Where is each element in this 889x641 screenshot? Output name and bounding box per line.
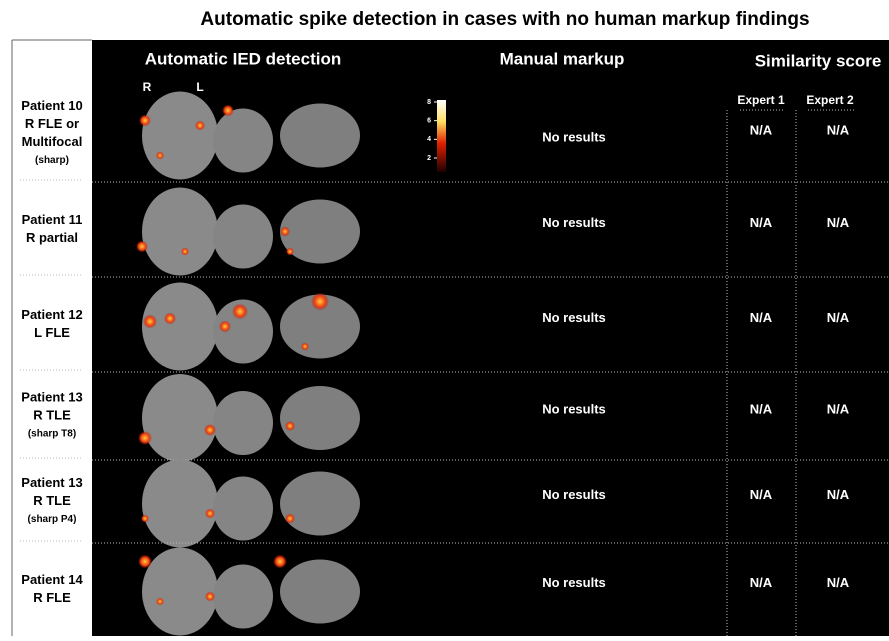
axial-slice <box>142 459 218 548</box>
manual-result: No results <box>542 215 606 230</box>
activation-blob <box>136 240 148 253</box>
manual-result: No results <box>542 575 606 590</box>
coronal-slice <box>213 108 273 173</box>
coronal-slice <box>213 476 273 541</box>
coronal-slice <box>213 391 273 455</box>
coronal-slice <box>213 564 273 629</box>
axial-slice <box>142 547 218 636</box>
activation-blob <box>273 554 287 569</box>
activation-blob <box>280 226 290 237</box>
title: Automatic spike detection in cases with … <box>200 9 809 30</box>
row-note: (sharp T8) <box>28 429 76 440</box>
expert-header: Expert 2 <box>806 93 854 107</box>
manual-result: No results <box>542 487 606 502</box>
manual-result: No results <box>542 310 606 325</box>
activation-blob <box>138 431 152 445</box>
col-header: Manual markup <box>500 49 625 68</box>
activation-blob <box>205 591 215 602</box>
colorbar-tick-label: 4 <box>427 136 431 143</box>
side-label: L <box>196 80 203 94</box>
axial-slice <box>142 374 218 462</box>
row-label: R FLE <box>33 590 71 605</box>
activation-blob <box>181 247 189 256</box>
sagittal-slice <box>280 559 360 624</box>
sagittal-slice <box>280 471 360 536</box>
activation-blob <box>204 424 216 436</box>
row-label: Patient 13 <box>21 389 82 404</box>
row-label: R FLE or <box>25 116 79 131</box>
sagittal-slice <box>280 103 360 168</box>
score: N/A <box>827 487 850 502</box>
score: N/A <box>827 401 850 416</box>
score: N/A <box>750 487 773 502</box>
activation-blob <box>311 292 329 311</box>
sagittal-slice <box>280 294 360 359</box>
activation-blob <box>222 104 234 117</box>
row-label: Patient 10 <box>21 98 82 113</box>
axial-slice <box>142 91 218 180</box>
activation-blob <box>301 342 309 351</box>
row-label: Patient 11 <box>22 212 83 227</box>
row-note: (sharp P4) <box>28 514 77 525</box>
row-label: Patient 13 <box>21 475 82 490</box>
activation-blob <box>285 421 295 431</box>
score: N/A <box>827 215 850 230</box>
colorbar <box>437 100 446 172</box>
score: N/A <box>750 122 773 137</box>
row-note: (sharp) <box>35 155 69 166</box>
activation-blob <box>195 120 205 131</box>
activation-blob <box>205 508 215 519</box>
score: N/A <box>750 575 773 590</box>
row-label: Patient 12 <box>21 307 82 322</box>
activation-blob <box>286 247 294 256</box>
manual-result: No results <box>542 401 606 416</box>
score: N/A <box>750 401 773 416</box>
row-label: Patient 14 <box>21 572 83 587</box>
row-label: R TLE <box>33 407 71 422</box>
sagittal-slice <box>280 386 360 450</box>
activation-blob <box>156 151 164 160</box>
activation-blob <box>141 514 149 523</box>
activation-blob <box>219 320 231 333</box>
activation-blob <box>164 312 176 325</box>
row-label: Multifocal <box>22 134 83 149</box>
manual-result: No results <box>542 129 606 144</box>
axial-slice <box>142 187 218 276</box>
coronal-slice <box>213 299 273 364</box>
activation-blob <box>138 554 152 569</box>
activation-blob <box>143 314 157 329</box>
score: N/A <box>827 575 850 590</box>
activation-blob <box>232 303 248 320</box>
colorbar-tick-label: 8 <box>427 99 431 106</box>
expert-header: Expert 1 <box>737 93 785 107</box>
side-label: R <box>143 80 152 94</box>
axial-slice <box>142 282 218 371</box>
sagittal-slice <box>280 199 360 264</box>
colorbar-tick-label: 2 <box>427 155 431 162</box>
score: N/A <box>827 310 850 325</box>
colorbar-tick-label: 6 <box>427 118 431 125</box>
activation-blob <box>139 114 151 127</box>
score: N/A <box>750 215 773 230</box>
col-header: Automatic IED detection <box>145 49 341 68</box>
row-label: R TLE <box>33 493 71 508</box>
row-label: R partial <box>26 230 78 245</box>
coronal-slice <box>213 204 273 269</box>
score: N/A <box>827 122 850 137</box>
col-header: Similarity score <box>755 51 882 70</box>
activation-blob <box>156 597 164 606</box>
row-label: L FLE <box>34 325 70 340</box>
score: N/A <box>750 310 773 325</box>
activation-blob <box>285 513 295 524</box>
